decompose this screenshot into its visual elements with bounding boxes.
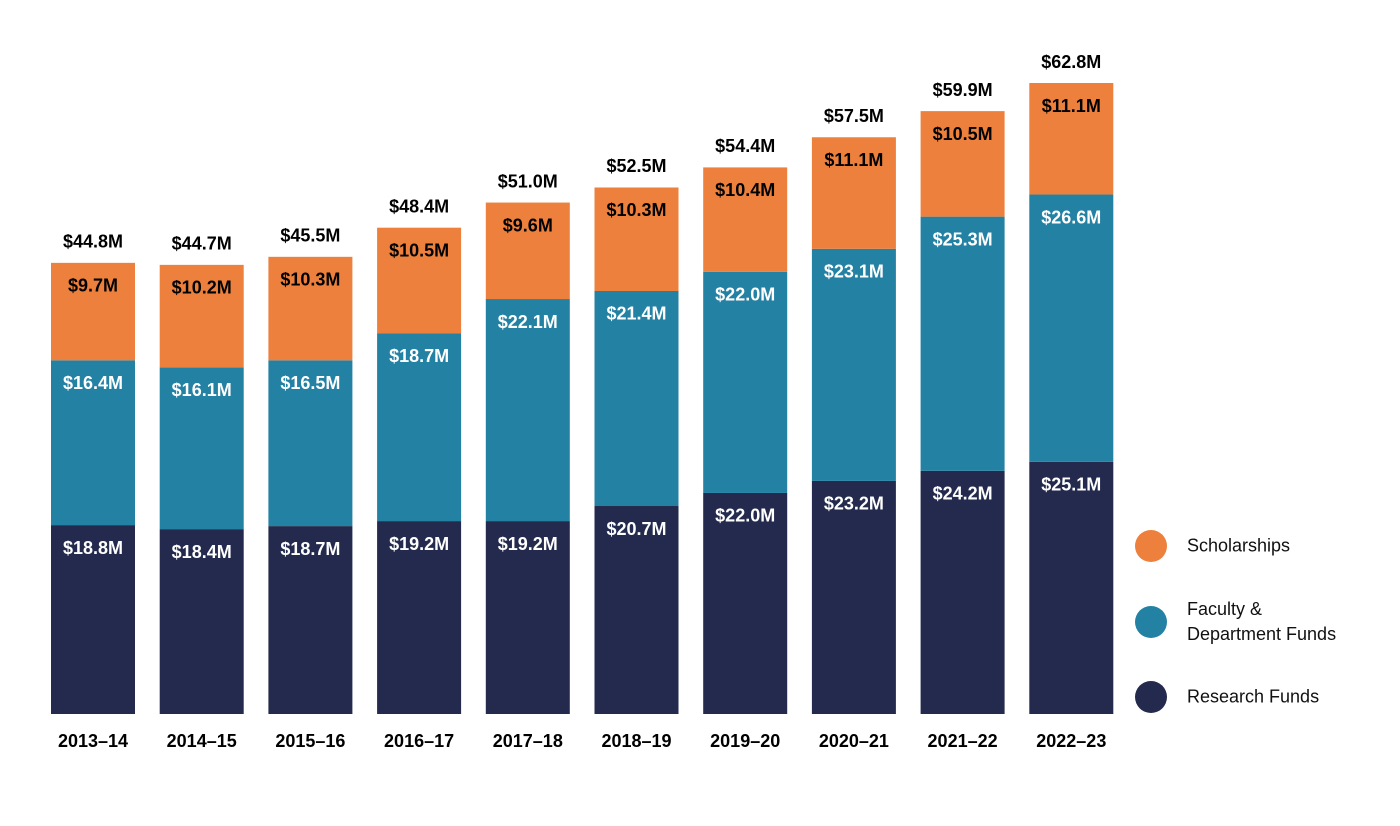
value-label: $10.4M [715, 180, 775, 200]
bar-segment [920, 470, 1005, 714]
x-tick-label: 2018–19 [601, 731, 671, 751]
bar-segment [485, 521, 570, 714]
value-label: $22.1M [498, 312, 558, 332]
x-tick-label: 2015–16 [275, 731, 345, 751]
value-label: $10.5M [389, 240, 449, 260]
total-label: $62.8M [1041, 52, 1101, 72]
bar-segment [1029, 194, 1114, 462]
value-label: $11.1M [824, 150, 883, 170]
legend-label: Scholarships [1187, 535, 1291, 556]
bar-segment [703, 167, 788, 272]
bar-segment [159, 264, 244, 368]
bar-segment [1029, 461, 1114, 714]
legend-swatch [1135, 606, 1167, 638]
bar-segment [485, 299, 570, 522]
total-label: $51.0M [498, 171, 558, 191]
bar-segment [51, 525, 135, 714]
bar-segment [594, 506, 679, 714]
bar-segment [594, 187, 679, 291]
value-label: $18.8M [63, 538, 123, 558]
legend-swatch [1135, 681, 1167, 713]
legend-label: Faculty & Department Funds [1187, 599, 1337, 644]
x-tick-label: 2017–18 [493, 731, 563, 751]
value-label: $25.3M [933, 229, 993, 249]
bar-segment [811, 248, 896, 481]
bar-segment [51, 262, 135, 361]
x-tick-label: 2019–20 [710, 731, 780, 751]
value-label: $22.0M [715, 506, 775, 526]
bar-segment [485, 202, 570, 300]
x-tick-label: 2022–23 [1036, 731, 1106, 751]
bar-segment [159, 367, 244, 530]
bar-segment [811, 137, 896, 249]
bar-segment [811, 480, 896, 714]
value-label: $10.3M [280, 270, 340, 290]
value-label: $10.2M [172, 278, 232, 298]
value-label: $25.1M [1041, 475, 1101, 495]
value-label: $16.1M [172, 380, 232, 400]
bar-segment [377, 227, 462, 334]
total-label: $57.5M [824, 106, 884, 126]
legend-label: Research Funds [1187, 686, 1320, 707]
bar-segment [703, 271, 788, 493]
value-label: $16.5M [280, 373, 340, 393]
value-label: $16.4M [63, 373, 123, 393]
bar-segment [268, 526, 353, 714]
value-label: $21.4M [606, 304, 666, 324]
bar-segment [268, 256, 353, 361]
legend-swatch [1135, 530, 1167, 562]
value-label: $23.1M [824, 262, 884, 282]
value-label: $22.0M [715, 285, 775, 305]
total-label: $48.4M [389, 196, 449, 216]
value-label: $26.6M [1041, 207, 1101, 227]
value-label: $9.6M [503, 215, 553, 235]
x-tick-label: 2013–14 [58, 731, 128, 751]
value-label: $18.7M [389, 346, 449, 366]
value-label: $10.5M [933, 124, 993, 144]
bar-segment [268, 360, 353, 527]
value-label: $19.2M [389, 534, 449, 554]
value-label: $19.2M [498, 534, 558, 554]
value-label: $9.7M [68, 276, 118, 296]
total-label: $59.9M [933, 80, 993, 100]
bar-segment [594, 290, 679, 507]
bar-segment [377, 333, 462, 522]
bar-segment [920, 216, 1005, 471]
value-label: $18.4M [172, 542, 232, 562]
value-label: $23.2M [824, 494, 884, 514]
total-label: $44.8M [63, 232, 123, 252]
bar-segment [51, 360, 135, 526]
x-tick-label: 2021–22 [928, 731, 998, 751]
value-label: $10.3M [606, 200, 666, 220]
value-label: $24.2M [933, 484, 993, 504]
bar-segment [377, 521, 462, 714]
value-label: $11.1M [1042, 96, 1101, 116]
bar-segment [1029, 83, 1114, 195]
x-tick-label: 2014–15 [167, 731, 237, 751]
value-label: $20.7M [606, 519, 666, 539]
value-label: $18.7M [280, 539, 340, 559]
bar-segment [159, 529, 244, 714]
bar-segment [703, 492, 788, 714]
total-label: $45.5M [280, 226, 340, 246]
total-label: $52.5M [606, 156, 666, 176]
x-tick-label: 2020–21 [819, 731, 889, 751]
bar-segment [920, 111, 1005, 217]
x-tick-label: 2016–17 [384, 731, 454, 751]
total-label: $44.7M [172, 234, 232, 254]
total-label: $54.4M [715, 136, 775, 156]
